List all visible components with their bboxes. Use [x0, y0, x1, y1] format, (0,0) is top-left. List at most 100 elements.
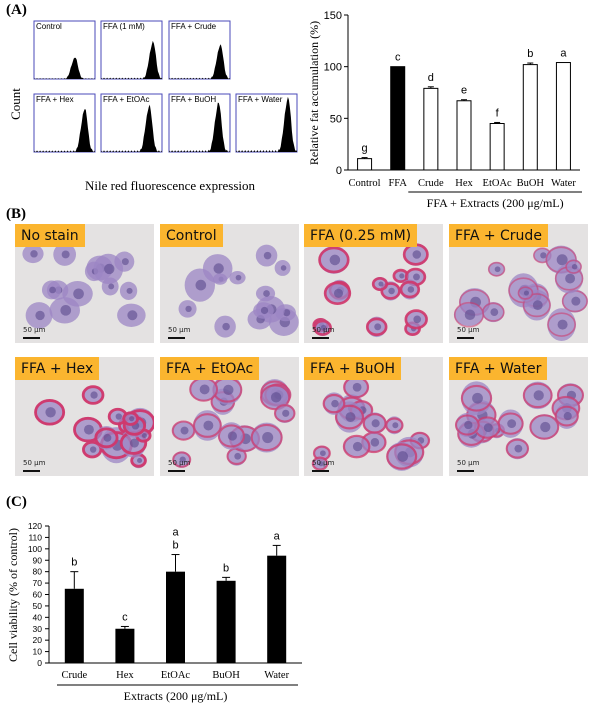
- lipid-droplets: [34, 399, 66, 426]
- flow-xlabel: Nile red fluorescence expression: [85, 178, 256, 193]
- scale-label: 50 μm: [457, 459, 480, 467]
- nucleus: [352, 441, 363, 452]
- scale-bar: [312, 337, 329, 339]
- panel-label-b: (B): [6, 206, 26, 222]
- nucleus: [89, 446, 97, 453]
- y-tick-label: 70: [33, 578, 43, 588]
- scale-label: 50 μm: [23, 459, 46, 467]
- micrograph-image: [34, 385, 154, 469]
- bar: [64, 588, 84, 663]
- nucleus: [83, 424, 94, 435]
- nucleus: [195, 279, 207, 291]
- lipid-droplets: [318, 246, 350, 274]
- micrograph-image: [454, 381, 585, 460]
- x-tick-label: BuOH: [517, 178, 545, 189]
- y-tick-label: 60: [33, 590, 43, 600]
- bar: [115, 628, 135, 663]
- nucleus: [234, 452, 242, 460]
- lipid-droplets: [565, 259, 582, 274]
- significance-letter: f: [496, 107, 500, 119]
- nucleus: [103, 433, 112, 442]
- nucleus: [45, 407, 56, 418]
- histogram-peak: [101, 40, 162, 79]
- nucleus: [329, 254, 341, 266]
- nucleus: [407, 286, 415, 293]
- nucleus: [141, 433, 147, 439]
- lipid-droplets: [172, 451, 192, 468]
- y-tick-label: 50: [33, 601, 43, 611]
- bar: [357, 158, 373, 171]
- bar: [216, 580, 236, 663]
- micrograph-image: [22, 243, 146, 329]
- micrograph-image: [453, 245, 588, 341]
- micrograph-panel: FFA + EtOAc 50 μm: [160, 357, 299, 476]
- lipid-droplets: [273, 404, 296, 423]
- nucleus: [127, 310, 138, 321]
- scale-bar: [457, 337, 474, 339]
- y-axis-label: Cell viability (% of control): [6, 528, 20, 662]
- lipid-droplets: [460, 384, 493, 412]
- nucleus: [262, 432, 274, 444]
- nucleus: [412, 250, 422, 259]
- x-tick-label: Crude: [418, 178, 444, 189]
- significance-letter: b: [527, 48, 533, 60]
- scale-bar: [168, 337, 185, 339]
- lipid-droplets: [81, 385, 105, 405]
- nucleus: [126, 287, 133, 294]
- nucleus: [413, 315, 422, 324]
- nucleus: [331, 399, 339, 408]
- significance-letter: g: [362, 143, 368, 155]
- nucleus: [270, 392, 282, 403]
- micrograph-panel: FFA + Crude 50 μm: [449, 224, 588, 343]
- significance-letter: b: [223, 562, 229, 574]
- flow-cytometry-panel: Control FFA (1 mM) FFA + Crude FFA + Hex FFA…: [8, 20, 298, 193]
- micrograph-label: Control: [160, 224, 223, 247]
- nucleus: [507, 419, 517, 429]
- lipid-droplets: [386, 443, 418, 470]
- histogram-peak: [34, 57, 95, 79]
- nucleus: [129, 416, 135, 422]
- significance-letter: e: [461, 85, 467, 97]
- nucleus: [345, 412, 356, 422]
- lipid-droplets: [522, 382, 553, 409]
- histogram-label: FFA + BuOH: [171, 95, 216, 104]
- lipid-droplets: [547, 312, 576, 337]
- x-tick-label: EtOAc: [161, 670, 190, 681]
- nucleus: [137, 457, 143, 464]
- micrograph-panel: No stain 50 μm: [15, 224, 154, 343]
- lipid-droplets: [94, 427, 119, 449]
- nucleus: [413, 273, 420, 281]
- nucleus: [73, 288, 84, 300]
- lipid-droplets: [529, 414, 560, 440]
- micrograph-panel: FFA + Water 50 μm: [449, 357, 588, 476]
- nucleus: [222, 322, 230, 331]
- micrograph-label: FFA + Hex: [15, 357, 100, 380]
- nucleus: [371, 419, 380, 428]
- scale-bar: [23, 337, 40, 339]
- nucleus: [399, 273, 405, 279]
- nucleus: [540, 421, 551, 433]
- nucleus: [235, 274, 242, 281]
- nucleus: [260, 306, 269, 315]
- y-tick-label: 90: [33, 555, 43, 565]
- significance-letter: a: [172, 527, 179, 539]
- y-tick-label: 110: [28, 532, 42, 542]
- significance-letter: c: [122, 611, 128, 623]
- nucleus: [571, 263, 578, 270]
- nucleus: [556, 254, 568, 266]
- micrograph-label: FFA + Crude: [449, 224, 548, 247]
- nucleus: [374, 323, 382, 331]
- nucleus: [483, 423, 493, 433]
- x-tick-label: EtOAc: [483, 178, 512, 189]
- flow-ylabel: Count: [8, 88, 23, 120]
- scale-bar: [312, 470, 329, 472]
- x-tick-label: Control: [349, 178, 381, 189]
- nucleus: [514, 444, 523, 453]
- lipid-droplets: [250, 423, 283, 452]
- nucleus: [388, 287, 395, 295]
- nucleus: [115, 413, 122, 420]
- scale-bar: [457, 470, 474, 472]
- flow-histogram: FFA + BuOH: [168, 93, 231, 153]
- nucleus: [104, 263, 115, 275]
